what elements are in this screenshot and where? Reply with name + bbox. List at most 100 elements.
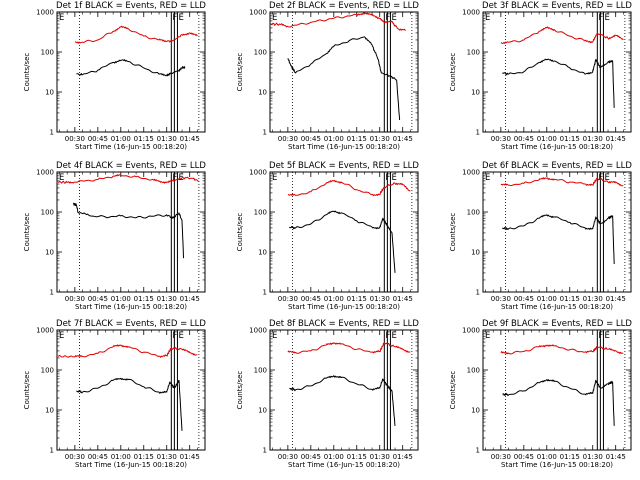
x-axis-label: Start Time (16-Jun-15 00:18:20) bbox=[75, 143, 187, 151]
y-tick-label: 10 bbox=[45, 89, 54, 97]
panel-3: Det 3f BLACK = Events, RED = LLD 1 10 100 10… bbox=[449, 1, 632, 151]
marker-label: E bbox=[59, 13, 64, 23]
marker-label: E bbox=[604, 173, 609, 183]
y-axis-label: Counts/sec bbox=[23, 371, 31, 410]
events-series-line bbox=[289, 210, 396, 273]
y-tick-label: 10 bbox=[258, 407, 267, 415]
x-tick-label: 01:00 bbox=[324, 135, 344, 143]
y-tick-label: 10 bbox=[471, 407, 480, 415]
y-tick-label: 100 bbox=[467, 367, 480, 375]
events-series-line bbox=[76, 59, 186, 77]
x-tick-label: 01:00 bbox=[111, 295, 131, 303]
plot-frame bbox=[269, 329, 419, 451]
x-tick-label: 01:30 bbox=[583, 453, 603, 461]
marker-label: F bbox=[172, 331, 177, 341]
x-axis-label: Start Time (16-Jun-15 00:18:20) bbox=[501, 461, 613, 469]
x-tick-label: 00:30 bbox=[491, 135, 511, 143]
x-tick-label: 00:30 bbox=[278, 295, 298, 303]
y-tick-label: 1000 bbox=[36, 9, 54, 17]
lld-series-line bbox=[74, 25, 198, 44]
x-axis-label: Start Time (16-Jun-15 00:18:20) bbox=[501, 143, 613, 151]
x-tick-label: 00:45 bbox=[301, 295, 321, 303]
y-tick-label: 1000 bbox=[249, 9, 267, 17]
y-axis-label: Counts/sec bbox=[449, 53, 457, 92]
x-tick-label: 01:15 bbox=[560, 453, 580, 461]
y-tick-label: 100 bbox=[254, 209, 267, 217]
y-tick-label: 10 bbox=[471, 89, 480, 97]
marker-label: E bbox=[59, 173, 64, 183]
plot-frame bbox=[269, 11, 419, 133]
lld-series-line bbox=[57, 174, 200, 184]
y-tick-label: 1 bbox=[263, 129, 267, 137]
x-tick-label: 01:45 bbox=[393, 295, 413, 303]
plot-frame bbox=[269, 171, 419, 293]
x-axis-label: Start Time (16-Jun-15 00:18:20) bbox=[288, 143, 400, 151]
y-tick-label: 1 bbox=[476, 447, 480, 455]
lld-series-line bbox=[500, 177, 624, 187]
x-tick-label: 01:15 bbox=[560, 295, 580, 303]
x-tick-label: 01:45 bbox=[606, 295, 626, 303]
lld-series-line bbox=[500, 344, 624, 355]
y-tick-label: 1 bbox=[476, 129, 480, 137]
panel-title: Det 2f BLACK = Events, RED = LLD bbox=[269, 1, 419, 11]
x-tick-label: 00:45 bbox=[301, 453, 321, 461]
marker-label: E bbox=[178, 331, 183, 341]
plot-frame bbox=[482, 171, 632, 293]
x-tick-label: 01:45 bbox=[393, 453, 413, 461]
y-tick-label: 10 bbox=[258, 249, 267, 257]
y-tick-label: 1 bbox=[263, 289, 267, 297]
x-tick-label: 01:30 bbox=[370, 453, 390, 461]
y-axis-label: Counts/sec bbox=[23, 53, 31, 92]
y-axis-label: Counts/sec bbox=[449, 371, 457, 410]
y-tick-label: 100 bbox=[467, 49, 480, 57]
x-tick-label: 01:30 bbox=[370, 135, 390, 143]
y-tick-label: 1000 bbox=[462, 327, 480, 335]
marker-label: F bbox=[598, 173, 603, 183]
panel-title: Det 9f BLACK = Events, RED = LLD bbox=[482, 319, 632, 329]
x-tick-label: 00:45 bbox=[514, 453, 534, 461]
panel-1: Det 1f BLACK = Events, RED = LLD 1 10 100 10… bbox=[23, 1, 206, 151]
plot-frame bbox=[56, 329, 206, 451]
x-tick-label: 01:15 bbox=[134, 295, 154, 303]
plot-frame bbox=[482, 329, 632, 451]
x-tick-label: 01:00 bbox=[324, 295, 344, 303]
lld-series-line bbox=[287, 342, 411, 354]
y-tick-label: 10 bbox=[258, 89, 267, 97]
x-tick-label: 00:45 bbox=[514, 135, 534, 143]
y-tick-label: 100 bbox=[41, 209, 54, 217]
y-tick-label: 10 bbox=[45, 407, 54, 415]
x-tick-label: 01:30 bbox=[583, 135, 603, 143]
x-tick-label: 01:45 bbox=[606, 453, 626, 461]
x-axis-label: Start Time (16-Jun-15 00:18:20) bbox=[75, 461, 187, 469]
x-tick-label: 01:15 bbox=[134, 453, 154, 461]
x-tick-label: 00:45 bbox=[301, 135, 321, 143]
y-tick-label: 1000 bbox=[462, 169, 480, 177]
marker-label: E bbox=[272, 173, 277, 183]
y-tick-label: 10 bbox=[471, 249, 480, 257]
panel-7: Det 7f BLACK = Events, RED = LLD 1 10 100 10… bbox=[23, 319, 206, 469]
x-tick-label: 01:15 bbox=[347, 135, 367, 143]
x-tick-label: 00:45 bbox=[88, 295, 108, 303]
panel-title: Det 6f BLACK = Events, RED = LLD bbox=[482, 161, 632, 171]
x-tick-label: 01:15 bbox=[347, 453, 367, 461]
x-tick-label: 01:30 bbox=[157, 135, 177, 143]
y-tick-label: 1000 bbox=[36, 169, 54, 177]
x-tick-label: 00:30 bbox=[65, 295, 85, 303]
x-tick-label: 01:45 bbox=[393, 135, 413, 143]
panel-6: Det 6f BLACK = Events, RED = LLD 1 10 100 10… bbox=[449, 161, 632, 311]
panel-title: Det 3f BLACK = Events, RED = LLD bbox=[482, 1, 632, 11]
x-axis-label: Start Time (16-Jun-15 00:18:20) bbox=[288, 303, 400, 311]
lld-series-line bbox=[287, 179, 411, 197]
x-tick-label: 00:45 bbox=[88, 453, 108, 461]
marker-label: F bbox=[172, 173, 177, 183]
plot-frame bbox=[56, 11, 206, 133]
y-tick-label: 10 bbox=[45, 249, 54, 257]
marker-label: F bbox=[385, 13, 390, 23]
y-tick-label: 1 bbox=[50, 129, 54, 137]
x-axis-label: Start Time (16-Jun-15 00:18:20) bbox=[288, 461, 400, 469]
lld-series-line bbox=[500, 26, 624, 44]
y-tick-label: 100 bbox=[41, 49, 54, 57]
y-axis-label: Counts/sec bbox=[236, 213, 244, 252]
x-tick-label: 00:45 bbox=[88, 135, 108, 143]
panel-5: Det 5f BLACK = Events, RED = LLD 1 10 100 10… bbox=[236, 161, 419, 311]
